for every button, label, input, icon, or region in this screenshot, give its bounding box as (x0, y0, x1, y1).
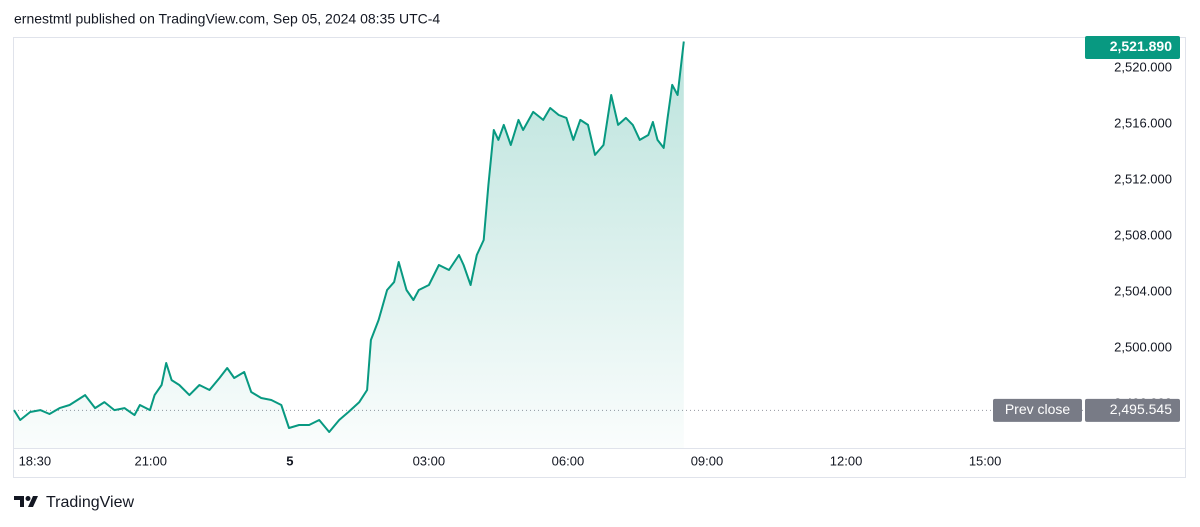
header: ernestmtl published on TradingView.com, … (14, 11, 440, 27)
x-tick-label: 12:00 (830, 453, 863, 468)
area (14, 41, 684, 448)
x-tick-label: 03:00 (413, 453, 446, 468)
prev-close-name-box (993, 398, 1082, 422)
x-tick-label: 18:30 (19, 453, 52, 468)
logo: TradingView (14, 494, 134, 511)
x-tick-label: 5 (286, 453, 293, 468)
y-tick-label: 2,516.000 (1114, 115, 1172, 130)
y-tick-label: 2,500.000 (1114, 339, 1172, 354)
x-tick-label: 21:00 (134, 453, 167, 468)
footer: TradingView (46, 494, 134, 511)
y-tick-label: 2,520.000 (1114, 59, 1172, 74)
logo-mark (25, 496, 31, 501)
plot: 2,496.0002,500.0002,504.0002,508.0002,51… (13, 35, 1180, 468)
logo-mark (28, 496, 38, 507)
prev-close-value-box (1085, 398, 1180, 422)
frame (13, 37, 1186, 478)
y-tick-label: 2,504.000 (1114, 283, 1172, 298)
last-price-box (1085, 35, 1180, 59)
x-tick-label: 06:00 (552, 453, 585, 468)
logo-mark (14, 496, 24, 507)
prev-close-name: Prev close (1005, 401, 1071, 417)
line (13, 41, 685, 433)
x-tick-label: 09:00 (691, 453, 724, 468)
last-price-label: 2,521.890 (1110, 38, 1172, 54)
y-tick-label: 2,508.000 (1114, 227, 1172, 242)
x-tick-label: 15:00 (969, 453, 1002, 468)
y-tick-label: 2,512.000 (1114, 171, 1172, 186)
prev-close-value: 2,495.545 (1110, 401, 1172, 417)
